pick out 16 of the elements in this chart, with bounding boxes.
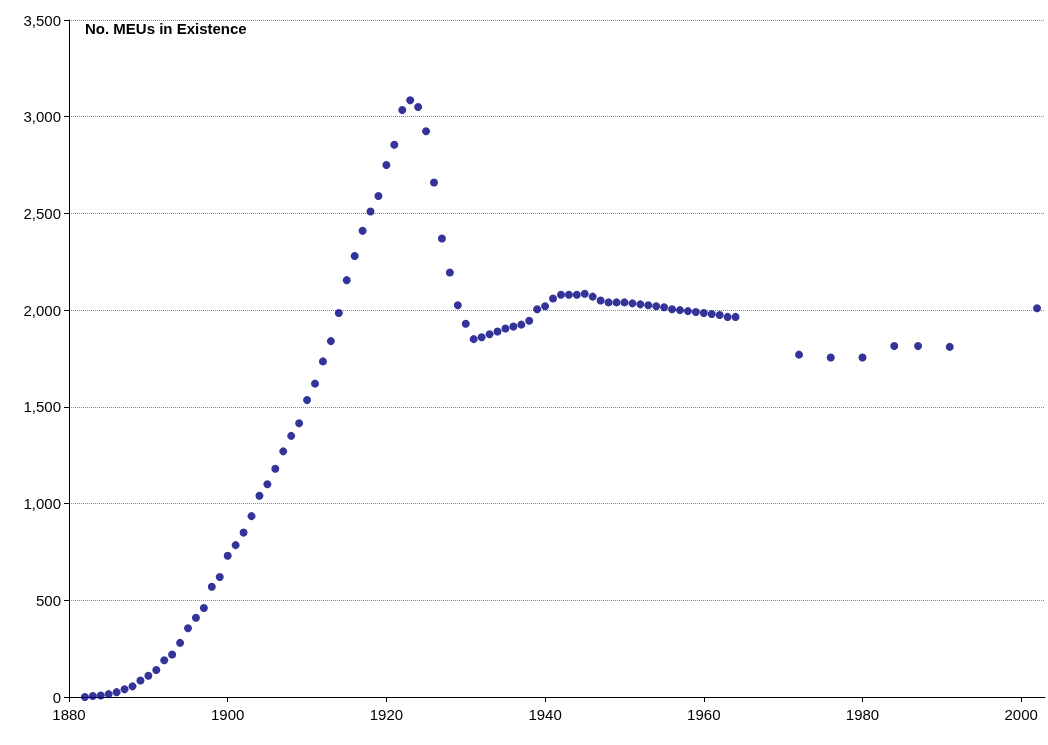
y-tick-label: 1,500: [23, 398, 61, 416]
y-tick-label: 1,000: [23, 495, 61, 513]
y-tick-label: 2,500: [23, 204, 61, 222]
x-tick-label: 1940: [528, 706, 562, 723]
x-tick-label: 1960: [687, 706, 721, 723]
y-tick-label: 0: [52, 688, 61, 706]
x-tick-label: 1980: [845, 706, 880, 723]
y-tick-label: 3,500: [23, 11, 61, 29]
x-tick-label: 1880: [52, 706, 86, 723]
y-tick-label: 2,000: [23, 301, 61, 319]
y-tick-label: 500: [35, 591, 61, 609]
x-tick-label: 2000: [1004, 706, 1038, 723]
chart-title: No. MEUs in Existence: [85, 20, 247, 37]
x-tick-label: 1900: [211, 706, 245, 723]
y-tick-label: 3,000: [23, 108, 61, 126]
x-tick-label: 1920: [369, 706, 404, 723]
